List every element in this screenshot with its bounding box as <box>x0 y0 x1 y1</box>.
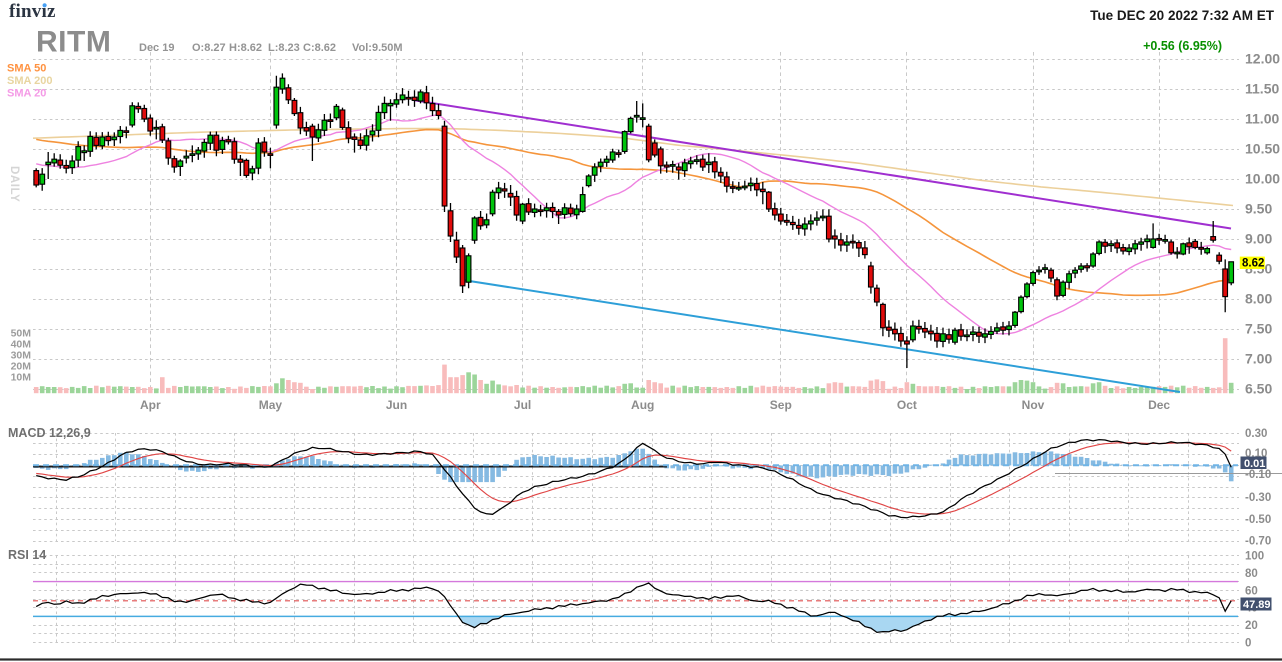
svg-text:Nov: Nov <box>1022 398 1045 412</box>
svg-text:9.50: 9.50 <box>1245 201 1272 217</box>
svg-text:C:8.62: C:8.62 <box>303 42 336 54</box>
svg-text:MACD 12,26,9: MACD 12,26,9 <box>8 426 91 440</box>
svg-text:8.62: 8.62 <box>1242 258 1264 270</box>
svg-text:20: 20 <box>1245 620 1258 632</box>
svg-text:finvız: finvız <box>9 1 56 22</box>
svg-text:60: 60 <box>1245 585 1258 597</box>
svg-text:0.30: 0.30 <box>1245 428 1267 440</box>
svg-text:100: 100 <box>1245 551 1264 563</box>
svg-text:11.00: 11.00 <box>1245 111 1279 127</box>
svg-text:0.01: 0.01 <box>1244 458 1265 470</box>
svg-text:Aug: Aug <box>631 398 654 412</box>
svg-text:-0.50: -0.50 <box>1245 514 1271 526</box>
svg-text:80: 80 <box>1245 568 1258 580</box>
svg-text:11.50: 11.50 <box>1245 81 1279 97</box>
svg-text:12.00: 12.00 <box>1245 51 1280 67</box>
svg-text:Jul: Jul <box>514 398 531 412</box>
svg-text:Dec 19: Dec 19 <box>139 42 174 54</box>
svg-text:0: 0 <box>1245 638 1251 650</box>
svg-text:30M: 30M <box>11 350 32 362</box>
svg-text:10.50: 10.50 <box>1245 141 1280 157</box>
svg-text:8.00: 8.00 <box>1245 291 1272 307</box>
svg-text:+0.56 (6.95%): +0.56 (6.95%) <box>1143 39 1222 53</box>
svg-text:DAILY: DAILY <box>8 166 20 202</box>
svg-text:7.50: 7.50 <box>1245 321 1272 337</box>
svg-text:9.00: 9.00 <box>1245 231 1272 247</box>
svg-text:Oct: Oct <box>897 398 917 412</box>
svg-text:H:8.62: H:8.62 <box>229 42 262 54</box>
svg-text:Dec: Dec <box>1148 398 1170 412</box>
svg-text:SMA 200: SMA 200 <box>7 75 52 87</box>
svg-text:RSI 14: RSI 14 <box>8 548 46 562</box>
svg-text:RITM: RITM <box>36 26 111 59</box>
svg-text:Jun: Jun <box>386 398 407 412</box>
svg-text:50M: 50M <box>11 328 32 340</box>
svg-text:Vol:9.50M: Vol:9.50M <box>352 42 403 54</box>
svg-text:May: May <box>259 398 283 412</box>
svg-text:L:8.23: L:8.23 <box>268 42 300 54</box>
svg-text:Apr: Apr <box>140 398 161 412</box>
svg-text:-0.70: -0.70 <box>1245 536 1271 548</box>
svg-text:O:8.27: O:8.27 <box>192 42 226 54</box>
svg-text:6.50: 6.50 <box>1245 381 1272 397</box>
svg-text:SMA 50: SMA 50 <box>7 63 46 75</box>
svg-text:47.89: 47.89 <box>1243 599 1271 611</box>
svg-text:SMA 20: SMA 20 <box>7 88 46 100</box>
svg-text:7.00: 7.00 <box>1245 351 1272 367</box>
svg-text:-0.10: -0.10 <box>1245 469 1271 481</box>
svg-text:20M: 20M <box>11 361 32 373</box>
svg-text:10.00: 10.00 <box>1245 171 1280 187</box>
svg-text:Sep: Sep <box>770 398 792 412</box>
svg-text:40M: 40M <box>11 339 32 351</box>
svg-text:-0.30: -0.30 <box>1245 492 1271 504</box>
svg-text:Tue DEC 20 2022 7:32 AM ET: Tue DEC 20 2022 7:32 AM ET <box>1090 8 1275 23</box>
svg-text:10M: 10M <box>11 372 32 384</box>
